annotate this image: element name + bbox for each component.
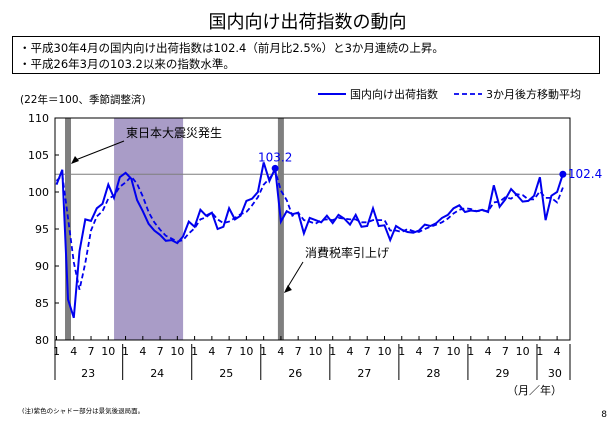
x-tick-label: 10 [170,345,184,358]
y-tick-label: 110 [28,112,49,125]
x-tick-label: 4 [277,345,284,358]
x-tick-label: 10 [377,345,391,358]
year-label: 23 [81,367,95,380]
summary-bullet-1: ・平成30年4月の国内向け出荷指数は102.4（前月比2.5%）と3か月連続の上… [19,41,444,55]
x-tick-label: 4 [485,345,492,358]
x-tick-label: 4 [416,345,423,358]
x-tick-label: 1 [260,345,267,358]
x-tick-label: 1 [122,345,129,358]
year-label: 30 [548,367,562,380]
x-tick-label: 7 [226,345,233,358]
x-tick-label: 4 [139,345,146,358]
recession-shade [114,118,184,340]
event-label: 東日本大震災発生 [126,126,222,140]
event-arrow [285,261,304,291]
x-tick-label: 7 [295,345,302,358]
x-tick-label: 1 [191,345,198,358]
x-tick-label: 1 [329,345,336,358]
x-tick-label: 1 [398,345,405,358]
event-arrowhead [71,156,80,164]
footnote: (注)紫色のシャドー部分は景気後退局面。 [22,407,145,415]
summary-box: ・平成30年4月の国内向け出荷指数は102.4（前月比2.5%）と3か月連続の上… [12,36,600,74]
x-tick-label: 7 [502,345,509,358]
y-tick-label: 90 [35,260,49,273]
year-label: 26 [288,367,302,380]
year-label: 27 [357,367,371,380]
annotation-marker [559,170,567,178]
x-tick-label: 4 [70,345,77,358]
year-label: 29 [495,367,509,380]
x-tick-label: 10 [101,345,115,358]
x-tick-label: 7 [88,345,95,358]
y-tick-label: 100 [28,186,49,199]
y-axis-label: (22年＝100、季節調整済) [20,93,146,106]
x-tick-label: 4 [346,345,353,358]
x-tick-label: 10 [447,345,461,358]
event-bar [65,118,72,340]
x-tick-label: 7 [433,345,440,358]
year-label: 24 [150,367,164,380]
annotation-marker [271,164,279,172]
x-tick-label: 10 [239,345,253,358]
x-tick-label: 1 [53,345,60,358]
x-tick-label: 1 [467,345,474,358]
event-arrow [72,140,125,162]
x-tick-label: 4 [208,345,215,358]
page-number: 8 [601,410,607,420]
year-label: 28 [426,367,440,380]
y-tick-label: 105 [28,149,49,162]
series-line-moving-average [55,168,564,290]
x-tick-label: 10 [516,345,530,358]
summary-bullet-2: ・平成26年3月の103.2以来の指数水準。 [19,57,235,71]
event-label: 消費税率引上げ [305,245,389,260]
event-bar [277,118,284,340]
page-title: 国内向け出荷指数の動向 [208,12,407,33]
legend-label: 3か月後方移動平均 [486,87,581,101]
annotation-label: 102.4 [568,167,602,181]
x-tick-label: 7 [157,345,164,358]
y-tick-label: 85 [35,297,49,310]
legend-label: 国内向け出荷指数 [350,87,438,101]
event-arrowhead [283,285,292,293]
y-tick-label: 95 [35,223,49,236]
year-label: 25 [219,367,233,380]
y-tick-label: 80 [35,334,49,347]
x-tick-label: 10 [308,345,322,358]
x-tick-label: 4 [554,345,561,358]
x-tick-label: 7 [364,345,371,358]
x-axis-unit-label: （月／年） [507,383,562,397]
annotation-label: 103.2 [258,150,292,164]
x-tick-label: 1 [536,345,543,358]
